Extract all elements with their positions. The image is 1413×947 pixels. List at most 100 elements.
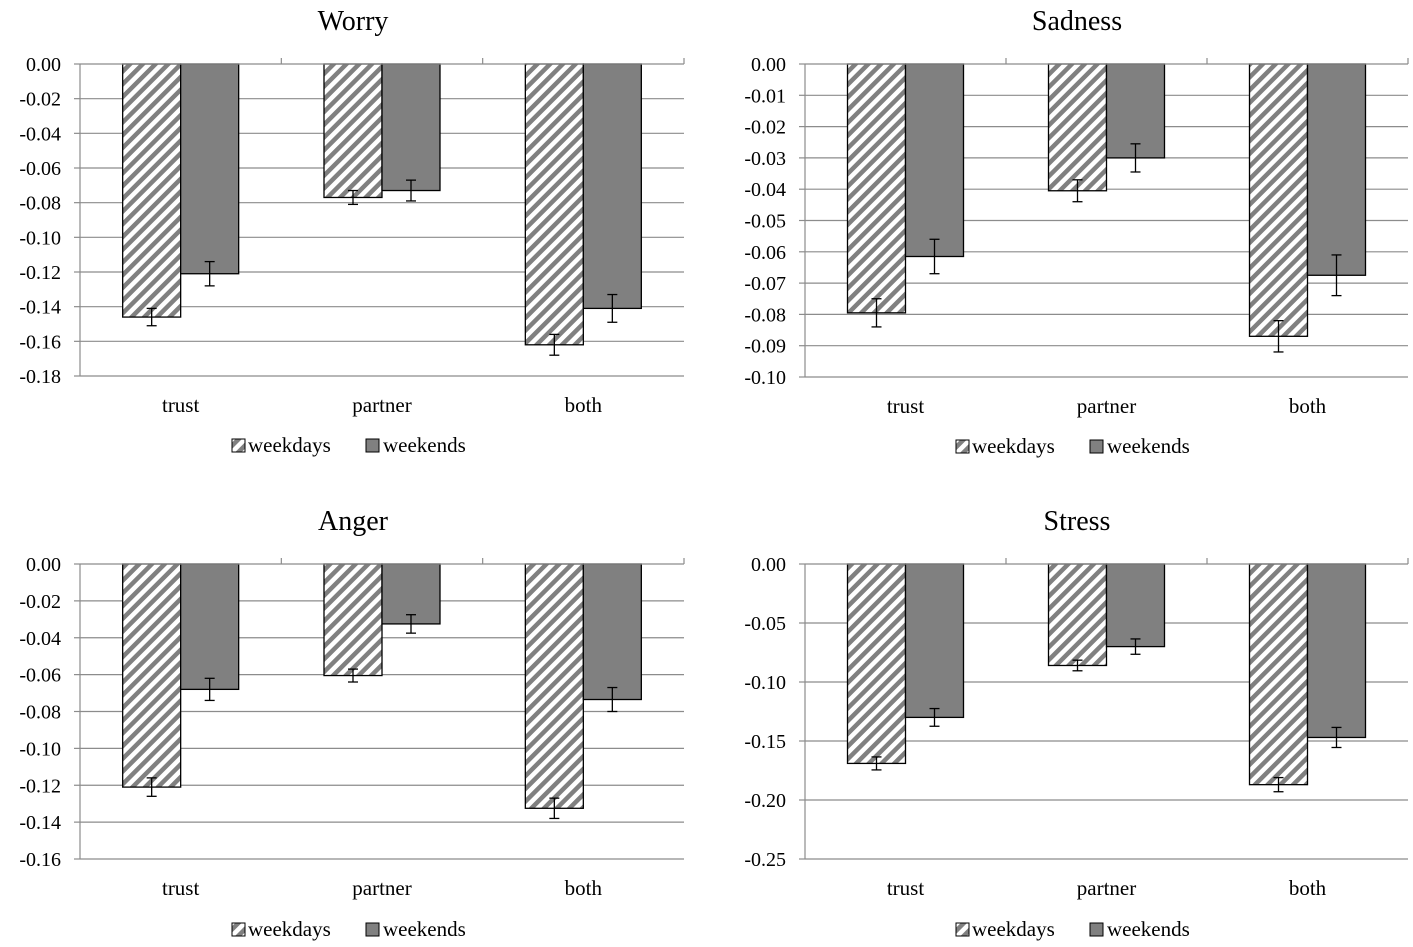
legend-swatch-weekends <box>365 922 380 937</box>
y-tick-label: -0.02 <box>19 89 61 111</box>
y-tick-label: 0.00 <box>751 554 786 576</box>
bar-weekdays-both <box>524 63 584 346</box>
bar-weekends-both <box>582 63 642 310</box>
y-tick-label: -0.12 <box>19 775 61 797</box>
y-tick-label: -0.04 <box>744 179 786 201</box>
legend-swatch-weekends <box>1089 439 1104 454</box>
x-category-label: partner <box>1077 876 1136 900</box>
legend: weekdays weekends <box>231 917 466 941</box>
x-category-label: both <box>1289 394 1327 418</box>
x-category-label: partner <box>1077 394 1136 418</box>
legend-label-weekends: weekends <box>1107 917 1190 941</box>
y-tick-label: -0.10 <box>19 738 61 760</box>
legend-swatch-weekends <box>1089 922 1104 937</box>
y-tick-label: -0.16 <box>19 849 61 871</box>
bar-weekdays-partner <box>1047 63 1108 192</box>
bar-weekends-trust <box>180 63 240 275</box>
legend-swatch-weekdays <box>231 438 246 453</box>
panel-anger: Anger 0.00 -0.02 -0.04 -0.06 -0.08 -0.10 -0.12 -… <box>19 506 685 941</box>
y-tick-label: -0.06 <box>19 158 61 180</box>
legend: weekdays weekends <box>955 917 1190 941</box>
y-tick-label: -0.05 <box>744 211 786 233</box>
bar-weekends-both <box>582 563 642 701</box>
y-tick-label: -0.02 <box>744 117 786 139</box>
y-tick-label: 0.00 <box>751 54 786 76</box>
chart-title: Sadness <box>1032 6 1122 37</box>
legend-label-weekdays: weekdays <box>248 917 331 941</box>
y-tick-label: -0.06 <box>744 242 786 264</box>
y-tick-label: -0.15 <box>744 731 786 753</box>
bar-weekdays-both <box>524 563 584 809</box>
panel-worry: Worry 0.00 -0.02 -0.04 -0.06 -0.08 -0.10 -0.12 -… <box>19 6 685 457</box>
x-category-label: both <box>1289 876 1327 900</box>
y-tick-label: -0.04 <box>19 628 61 650</box>
legend-label-weekdays: weekdays <box>972 917 1055 941</box>
y-tick-label: -0.02 <box>19 591 61 613</box>
y-tick-label: -0.01 <box>744 85 786 107</box>
bar-weekdays-partner <box>1047 563 1108 667</box>
chart-title: Anger <box>318 506 389 537</box>
legend-label-weekdays: weekdays <box>972 434 1055 458</box>
panel-sadness: Sadness 0.00 -0.01 -0.02 -0.03 -0.04 -0.05 -0.0… <box>744 6 1409 458</box>
chart-title: Worry <box>318 6 389 37</box>
bar-weekends-trust <box>904 63 965 258</box>
bar-weekends-partner <box>1105 563 1166 648</box>
y-tick-label: -0.10 <box>19 227 61 249</box>
chart-title: Stress <box>1044 506 1111 537</box>
x-category-label: trust <box>162 393 200 417</box>
x-category-label: both <box>565 393 603 417</box>
bar-weekdays-trust <box>122 563 182 788</box>
legend-label-weekdays: weekdays <box>248 433 331 457</box>
legend-label-weekends: weekends <box>1107 434 1190 458</box>
bar-weekends-partner <box>381 63 441 192</box>
x-category-label: trust <box>887 394 925 418</box>
legend: weekdays weekends <box>955 434 1190 458</box>
legend-label-weekends: weekends <box>383 433 466 457</box>
bar-weekends-trust <box>180 563 240 691</box>
legend-swatch-weekdays <box>955 922 970 937</box>
y-tick-label: 0.00 <box>26 554 61 576</box>
y-tick-label: -0.12 <box>19 262 61 284</box>
bar-weekends-trust <box>904 563 965 719</box>
y-tick-label: -0.04 <box>19 123 61 145</box>
bar-weekends-both <box>1306 563 1367 739</box>
bar-weekdays-trust <box>846 563 907 765</box>
legend-swatch-weekdays <box>231 922 246 937</box>
bar-weekends-both <box>1306 63 1367 276</box>
y-tick-label: -0.06 <box>19 665 61 687</box>
legend-label-weekends: weekends <box>383 917 466 941</box>
bar-weekdays-partner <box>323 563 383 677</box>
y-tick-label: -0.08 <box>19 702 61 724</box>
y-tick-label: -0.08 <box>19 193 61 215</box>
legend-swatch-weekends <box>365 438 380 453</box>
x-category-label: trust <box>162 876 200 900</box>
y-tick-label: -0.03 <box>744 148 786 170</box>
bar-weekdays-trust <box>122 63 182 318</box>
y-tick-label: -0.14 <box>19 297 61 319</box>
y-tick-label: -0.16 <box>19 331 61 353</box>
y-tick-label: 0.00 <box>26 54 61 76</box>
bar-weekends-partner <box>1105 63 1166 159</box>
x-category-label: trust <box>887 876 925 900</box>
y-tick-label: -0.05 <box>744 613 786 635</box>
bar-weekdays-both <box>1248 563 1309 786</box>
bar-weekdays-trust <box>846 63 907 314</box>
y-tick-label: -0.14 <box>19 812 61 834</box>
legend-swatch-weekdays <box>955 439 970 454</box>
bar-weekdays-partner <box>323 63 383 199</box>
legend: weekdays weekends <box>231 433 466 457</box>
y-tick-label: -0.10 <box>744 672 786 694</box>
y-tick-label: -0.20 <box>744 790 786 812</box>
panel-stress: Stress 0.00 -0.05 -0.10 -0.15 -0.20 -0.25 trust… <box>744 506 1409 941</box>
x-category-label: partner <box>352 876 411 900</box>
y-tick-label: -0.18 <box>19 366 61 388</box>
y-tick-label: -0.08 <box>744 304 786 326</box>
bar-weekdays-both <box>1248 63 1309 337</box>
y-tick-label: -0.25 <box>744 849 786 871</box>
y-tick-label: -0.09 <box>744 336 786 358</box>
x-category-label: both <box>565 876 603 900</box>
y-tick-label: -0.10 <box>744 367 786 389</box>
y-tick-label: -0.07 <box>744 273 786 295</box>
